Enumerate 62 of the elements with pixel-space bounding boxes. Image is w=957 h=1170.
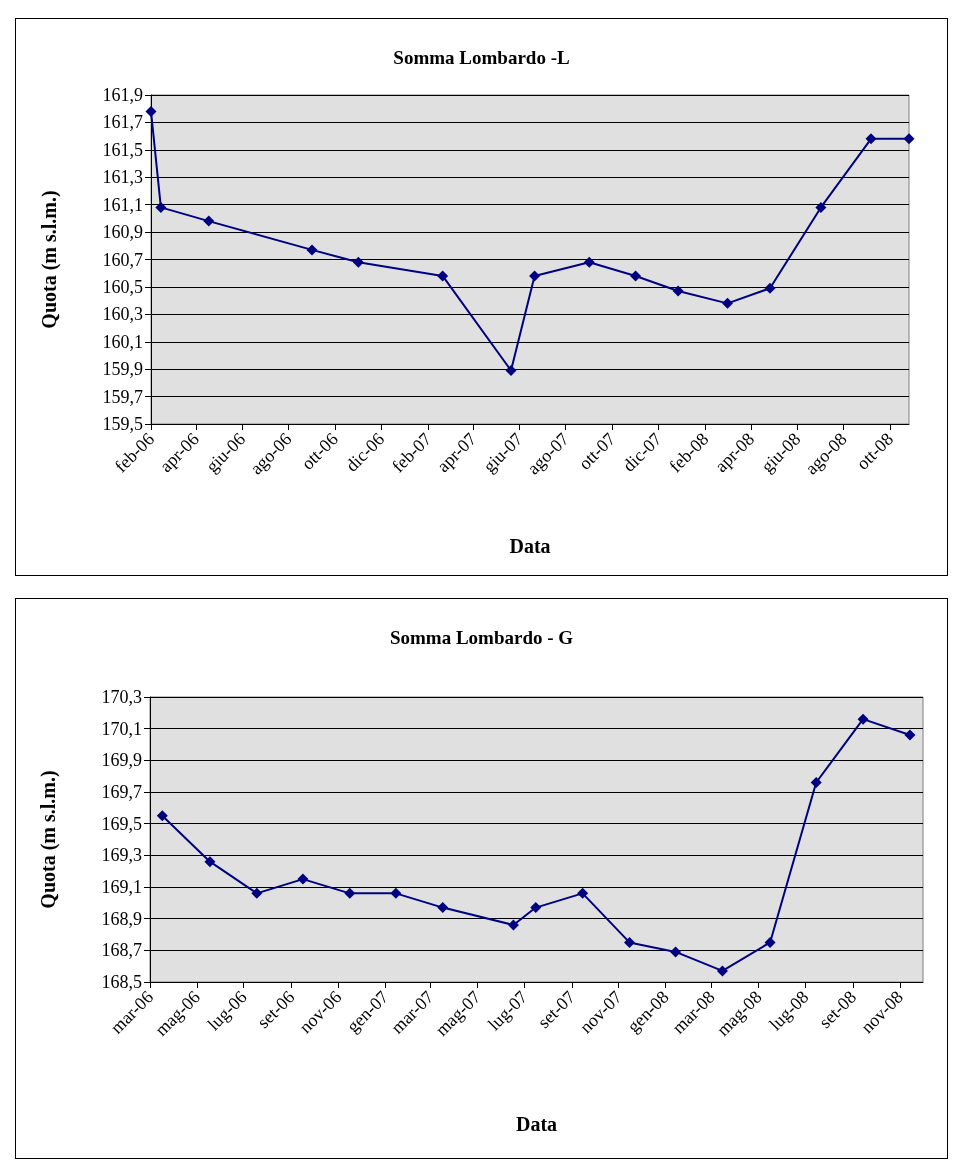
y-tick-label: 169,5 — [101, 813, 142, 834]
y-tick-label: 161,5 — [102, 139, 143, 160]
y-tick-label: 168,5 — [101, 972, 142, 992]
point — [857, 713, 869, 725]
point — [764, 936, 776, 948]
y-tick-label: 170,1 — [101, 718, 142, 739]
point — [204, 856, 216, 868]
point — [203, 215, 215, 227]
point — [904, 729, 916, 741]
point — [903, 133, 915, 145]
point — [145, 105, 157, 117]
y-tick-label: 160,1 — [102, 331, 143, 352]
point — [156, 810, 168, 822]
point — [344, 887, 356, 899]
y-tick-label: 169,7 — [101, 782, 142, 802]
y-tick-label: 168,7 — [101, 940, 142, 961]
y-tick-label: 159,5 — [102, 414, 143, 434]
point — [437, 902, 449, 914]
point — [865, 133, 877, 145]
y-tick-label: 170,3 — [101, 687, 142, 707]
point — [437, 270, 449, 282]
y-tick-label: 159,7 — [102, 386, 143, 407]
y-tick-label: 160,3 — [102, 304, 143, 325]
point — [721, 297, 733, 309]
x-axis-title: Data — [515, 1113, 558, 1135]
point — [155, 201, 167, 213]
y-tick-label: 161,9 — [102, 85, 143, 105]
chart-title: Somma Lombardo -L — [393, 47, 570, 68]
y-tick-label: 160,7 — [102, 249, 143, 270]
point — [505, 365, 517, 377]
point — [306, 244, 318, 256]
y-tick-label: 168,9 — [101, 908, 142, 929]
y-tick-label: 161,7 — [102, 112, 143, 133]
x-axis-title: Data — [509, 535, 551, 557]
point — [670, 946, 682, 958]
point — [577, 887, 589, 899]
point — [251, 887, 263, 899]
point — [815, 201, 827, 213]
y-tick-label: 160,9 — [102, 222, 143, 243]
point — [810, 777, 822, 788]
point — [507, 919, 519, 931]
point — [630, 270, 642, 282]
point — [530, 902, 542, 914]
y-tick-label: 169,9 — [101, 750, 142, 771]
point — [623, 936, 635, 948]
y-tick-label: 161,1 — [102, 194, 143, 215]
chart-title: Somma Lombardo - G — [389, 627, 574, 648]
point — [529, 270, 541, 282]
y-tick-label: 161,3 — [102, 167, 143, 188]
point — [352, 256, 364, 268]
y-tick-label: 169,1 — [101, 877, 142, 897]
y-tick-label: 169,3 — [101, 845, 142, 866]
point — [716, 965, 728, 977]
point — [297, 873, 309, 885]
point — [764, 282, 776, 294]
y-axis-title: Quota (m s.l.m.) — [38, 190, 61, 329]
y-tick-label: 160,5 — [102, 276, 143, 297]
y-tick-label: 159,9 — [102, 359, 143, 380]
point — [583, 256, 595, 268]
point — [390, 887, 402, 899]
y-axis-title: Quota (m s.l.m.) — [37, 770, 60, 909]
point — [672, 285, 684, 297]
